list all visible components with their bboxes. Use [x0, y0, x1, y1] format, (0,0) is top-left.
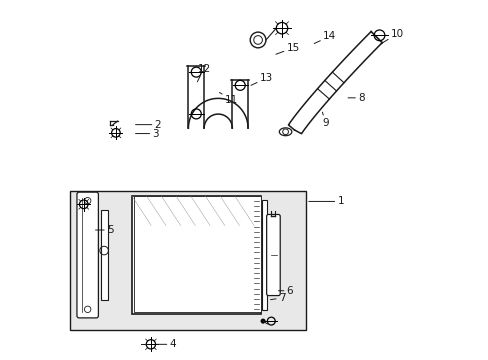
Bar	[101, 210, 107, 300]
Text: 7: 7	[270, 293, 285, 303]
Bar	[262, 200, 267, 310]
Text: 13: 13	[250, 73, 273, 85]
Text: 4: 4	[157, 339, 176, 349]
Bar	[134, 196, 260, 312]
Text: 8: 8	[347, 93, 364, 103]
Bar	[132, 196, 260, 314]
FancyBboxPatch shape	[77, 192, 98, 318]
Circle shape	[261, 319, 264, 323]
Text: 3: 3	[135, 129, 159, 139]
Text: 9: 9	[322, 112, 328, 128]
Text: 2: 2	[135, 120, 161, 130]
Text: 5: 5	[95, 225, 113, 235]
Text: 6: 6	[278, 286, 293, 296]
Bar	[70, 191, 305, 330]
Text: 15: 15	[275, 43, 299, 54]
Text: 14: 14	[313, 31, 336, 44]
Text: 1: 1	[308, 197, 343, 206]
Text: 12: 12	[197, 64, 210, 82]
Text: 10: 10	[380, 28, 403, 44]
Text: 11: 11	[219, 93, 238, 105]
FancyBboxPatch shape	[266, 215, 280, 296]
